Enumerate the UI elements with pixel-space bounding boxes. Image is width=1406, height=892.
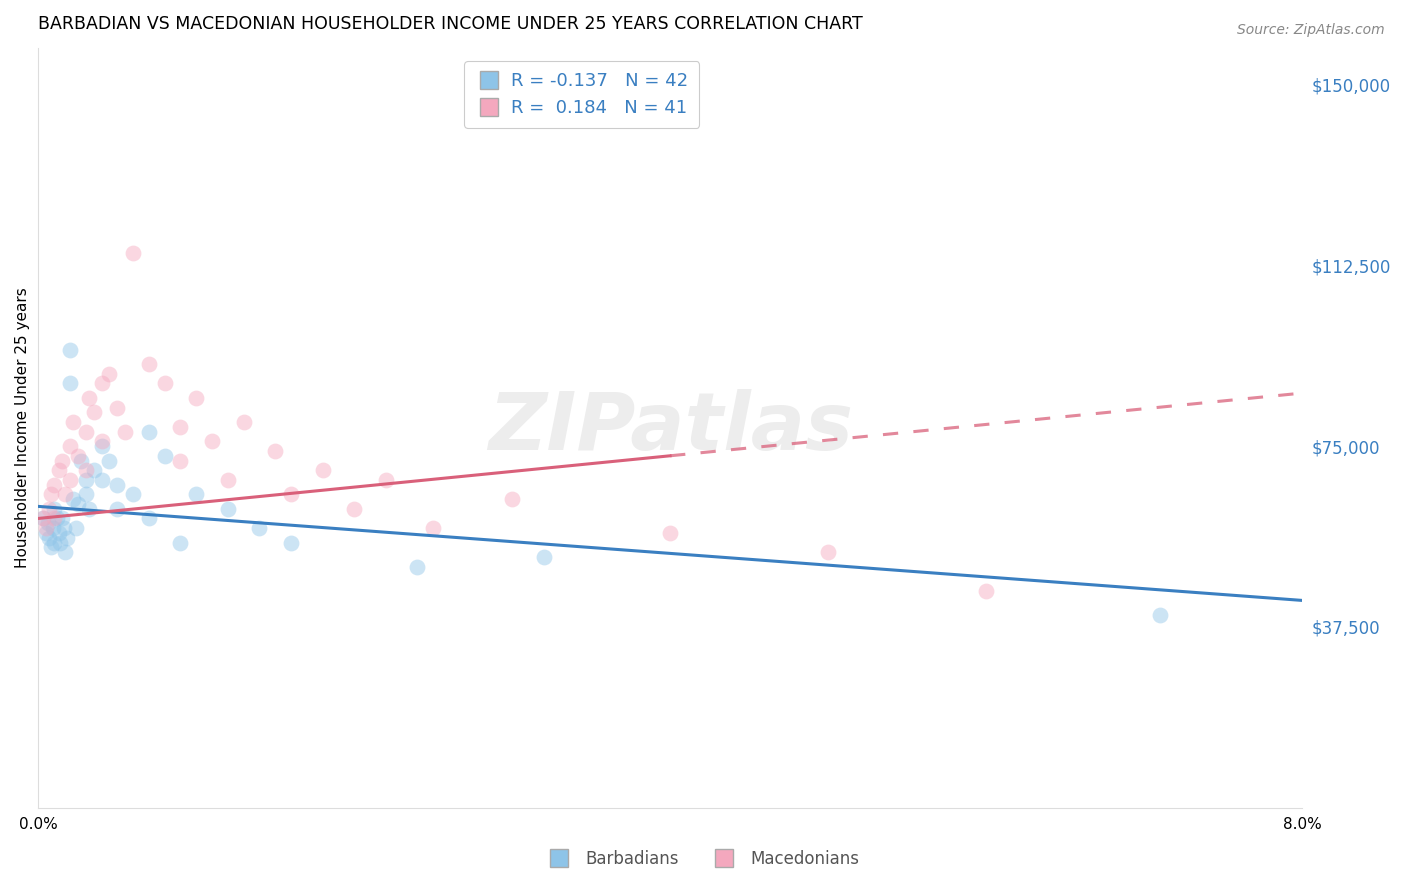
Point — [1149, 607, 1171, 622]
Text: ZIPatlas: ZIPatlas — [488, 389, 852, 467]
Point — [62, 415, 84, 429]
Point — [42, 511, 65, 525]
Legend: Barbadians, Macedonians: Barbadians, Macedonians — [540, 844, 866, 875]
Point — [153, 376, 176, 391]
Point — [52, 521, 75, 535]
Point — [186, 487, 208, 501]
Point — [422, 521, 444, 535]
Point — [105, 501, 128, 516]
Point — [122, 246, 145, 260]
Point — [311, 463, 333, 477]
Point — [53, 487, 76, 501]
Point — [48, 525, 70, 540]
Point — [90, 434, 112, 449]
Point — [83, 405, 105, 419]
Point — [42, 535, 65, 549]
Legend: R = -0.137   N = 42, R =  0.184   N = 41: R = -0.137 N = 42, R = 0.184 N = 41 — [464, 62, 699, 128]
Point — [138, 357, 160, 371]
Point — [62, 492, 84, 507]
Point — [249, 521, 271, 535]
Point — [66, 449, 89, 463]
Point — [49, 535, 72, 549]
Point — [659, 525, 682, 540]
Point — [153, 449, 176, 463]
Point — [66, 497, 89, 511]
Point — [75, 487, 97, 501]
Text: BARBADIAN VS MACEDONIAN HOUSEHOLDER INCOME UNDER 25 YEARS CORRELATION CHART: BARBADIAN VS MACEDONIAN HOUSEHOLDER INCO… — [38, 15, 863, 33]
Point — [51, 453, 73, 467]
Point — [501, 492, 523, 507]
Point — [232, 415, 254, 429]
Point — [42, 501, 65, 516]
Point — [77, 391, 100, 405]
Point — [77, 501, 100, 516]
Point — [817, 545, 839, 559]
Point — [280, 535, 302, 549]
Text: Source: ZipAtlas.com: Source: ZipAtlas.com — [1237, 23, 1385, 37]
Point — [65, 521, 87, 535]
Point — [138, 425, 160, 439]
Point — [114, 425, 136, 439]
Point — [169, 453, 191, 467]
Point — [122, 487, 145, 501]
Point — [406, 559, 429, 574]
Point — [70, 453, 93, 467]
Point — [90, 473, 112, 487]
Point — [59, 376, 82, 391]
Point — [75, 425, 97, 439]
Point — [264, 444, 287, 458]
Point — [59, 439, 82, 453]
Point — [48, 463, 70, 477]
Point — [41, 521, 63, 535]
Point — [42, 477, 65, 491]
Y-axis label: Householder Income Under 25 years: Householder Income Under 25 years — [15, 288, 30, 568]
Point — [83, 463, 105, 477]
Point — [59, 473, 82, 487]
Point — [105, 401, 128, 415]
Point — [217, 501, 239, 516]
Point — [38, 501, 60, 516]
Point — [974, 583, 997, 598]
Point — [374, 473, 396, 487]
Point — [39, 541, 62, 555]
Point — [217, 473, 239, 487]
Point — [32, 511, 55, 525]
Point — [38, 531, 60, 545]
Point — [138, 511, 160, 525]
Point — [105, 477, 128, 491]
Point — [201, 434, 224, 449]
Point — [75, 473, 97, 487]
Point — [59, 343, 82, 357]
Point — [35, 525, 58, 540]
Point — [98, 367, 121, 381]
Point — [32, 511, 55, 525]
Point — [186, 391, 208, 405]
Point — [533, 549, 555, 564]
Point — [51, 511, 73, 525]
Point — [39, 487, 62, 501]
Point — [37, 516, 59, 531]
Point — [55, 531, 77, 545]
Point — [46, 511, 69, 525]
Point — [90, 376, 112, 391]
Point — [90, 439, 112, 453]
Point — [53, 545, 76, 559]
Point — [280, 487, 302, 501]
Point — [343, 501, 366, 516]
Point — [98, 453, 121, 467]
Point — [169, 420, 191, 434]
Point — [169, 535, 191, 549]
Point — [35, 521, 58, 535]
Point — [75, 463, 97, 477]
